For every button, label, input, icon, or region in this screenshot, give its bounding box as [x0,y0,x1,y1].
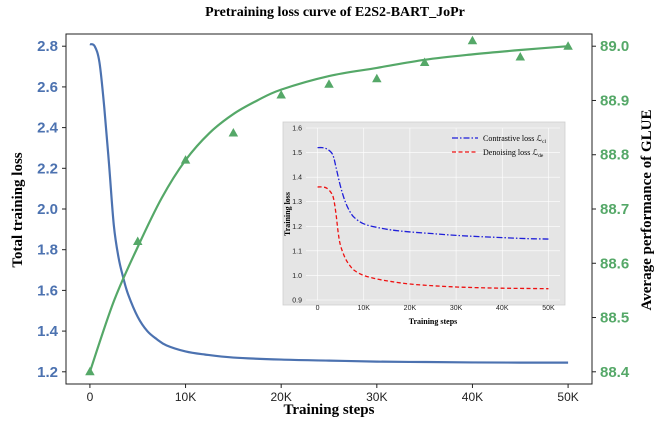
glue-performance-line [88,45,569,373]
glue-marker [515,52,526,61]
glue-marker [324,79,334,88]
y2-tick-label: 88.8 [600,147,629,164]
glue-marker [228,128,239,137]
y-axis-label: Total training loss [10,152,26,267]
chart-title: Pretraining loss curve of E2S2-BART_JoPr [205,5,465,20]
x-tick-label: 40K [462,390,483,404]
x-tick-label: 30K [366,390,387,404]
y-tick-label: 1.6 [37,282,58,299]
y-tick-label: 2.2 [37,160,58,177]
main-plot-area: 0 10K 20K 30K 40K 50K 1.2 1.4 1.6 1.8 2.0 2.2 2.4 2.… [37,33,630,404]
glue-marker [372,73,382,83]
glue-marker [419,57,430,66]
y2-tick-label: 88.4 [600,364,630,381]
inset-x-tick-label: 20K [404,305,417,312]
y-tick-label: 1.8 [37,242,58,259]
glue-marker [563,41,573,50]
inset-y-axis-label: Training loss [283,192,292,236]
inset-legend-label: Contrastive loss ℒcl [483,134,547,145]
inset-x-tick-label: 10K [357,305,370,312]
x-axis-label: Training steps [284,402,375,418]
inset-y-tick-label: 1.5 [292,150,302,157]
y-tick-label: 2.0 [37,201,58,218]
y-tick-label: 2.8 [37,38,58,55]
inset-chart: 0 10K 20K 30K 40K 50K 0.9 1.0 1.1 1.2 1.3 1.4 1.5 1.… [282,121,566,326]
inset-y-tick-label: 1.0 [292,273,302,280]
inset-x-tick-label: 40K [496,305,509,312]
y-tick-label: 2.4 [37,120,59,137]
total-loss-line [89,43,569,364]
y2-tick-label: 89.0 [600,38,629,55]
y-tick-label: 1.2 [37,364,58,381]
inset-legend-label: Denoising loss ℒde [483,148,544,159]
inset-y-tick-label: 1.4 [292,175,302,182]
glue-marker [467,35,478,45]
contrastive-loss-line [317,146,549,240]
glue-marker [132,236,143,246]
y2-tick-label: 88.5 [600,310,629,327]
inset-y-tick-label: 0.9 [292,298,302,305]
inset-y-tick-label: 1.1 [292,248,302,255]
inset-legend-subscript: de [538,153,544,159]
x-tick-label: 50K [557,390,578,404]
glue-marker [85,366,95,376]
glue-marker [180,155,191,164]
y2-tick-label: 88.6 [600,255,629,272]
inset-legend-subscript: cl [542,139,546,145]
inset-y-tick-label: 1.6 [292,126,302,133]
inset-x-tick-label: 0 [316,305,320,312]
inset-y-tick-label: 1.3 [292,199,302,206]
y2-tick-label: 88.9 [600,92,629,109]
x-tick-label: 20K [271,390,292,404]
x-tick-label: 0 [87,390,94,404]
x-tick-label: 10K [175,390,196,404]
y-tick-label: 2.6 [37,79,58,96]
y-tick-label: 1.4 [37,323,59,340]
inset-x-tick-label: 30K [450,305,463,312]
denoising-loss-line [317,186,549,290]
y2-tick-label: 88.7 [600,201,629,218]
glue-marker [276,90,286,99]
y2-axis-label: Average performance of GLUE [639,110,655,311]
inset-x-axis-label: Training steps [409,317,458,326]
inset-x-tick-label: 50K [542,305,555,312]
inset-y-tick-label: 1.2 [292,224,302,231]
inset-legend: Contrastive loss ℒcl Denoising loss ℒde [452,134,547,159]
